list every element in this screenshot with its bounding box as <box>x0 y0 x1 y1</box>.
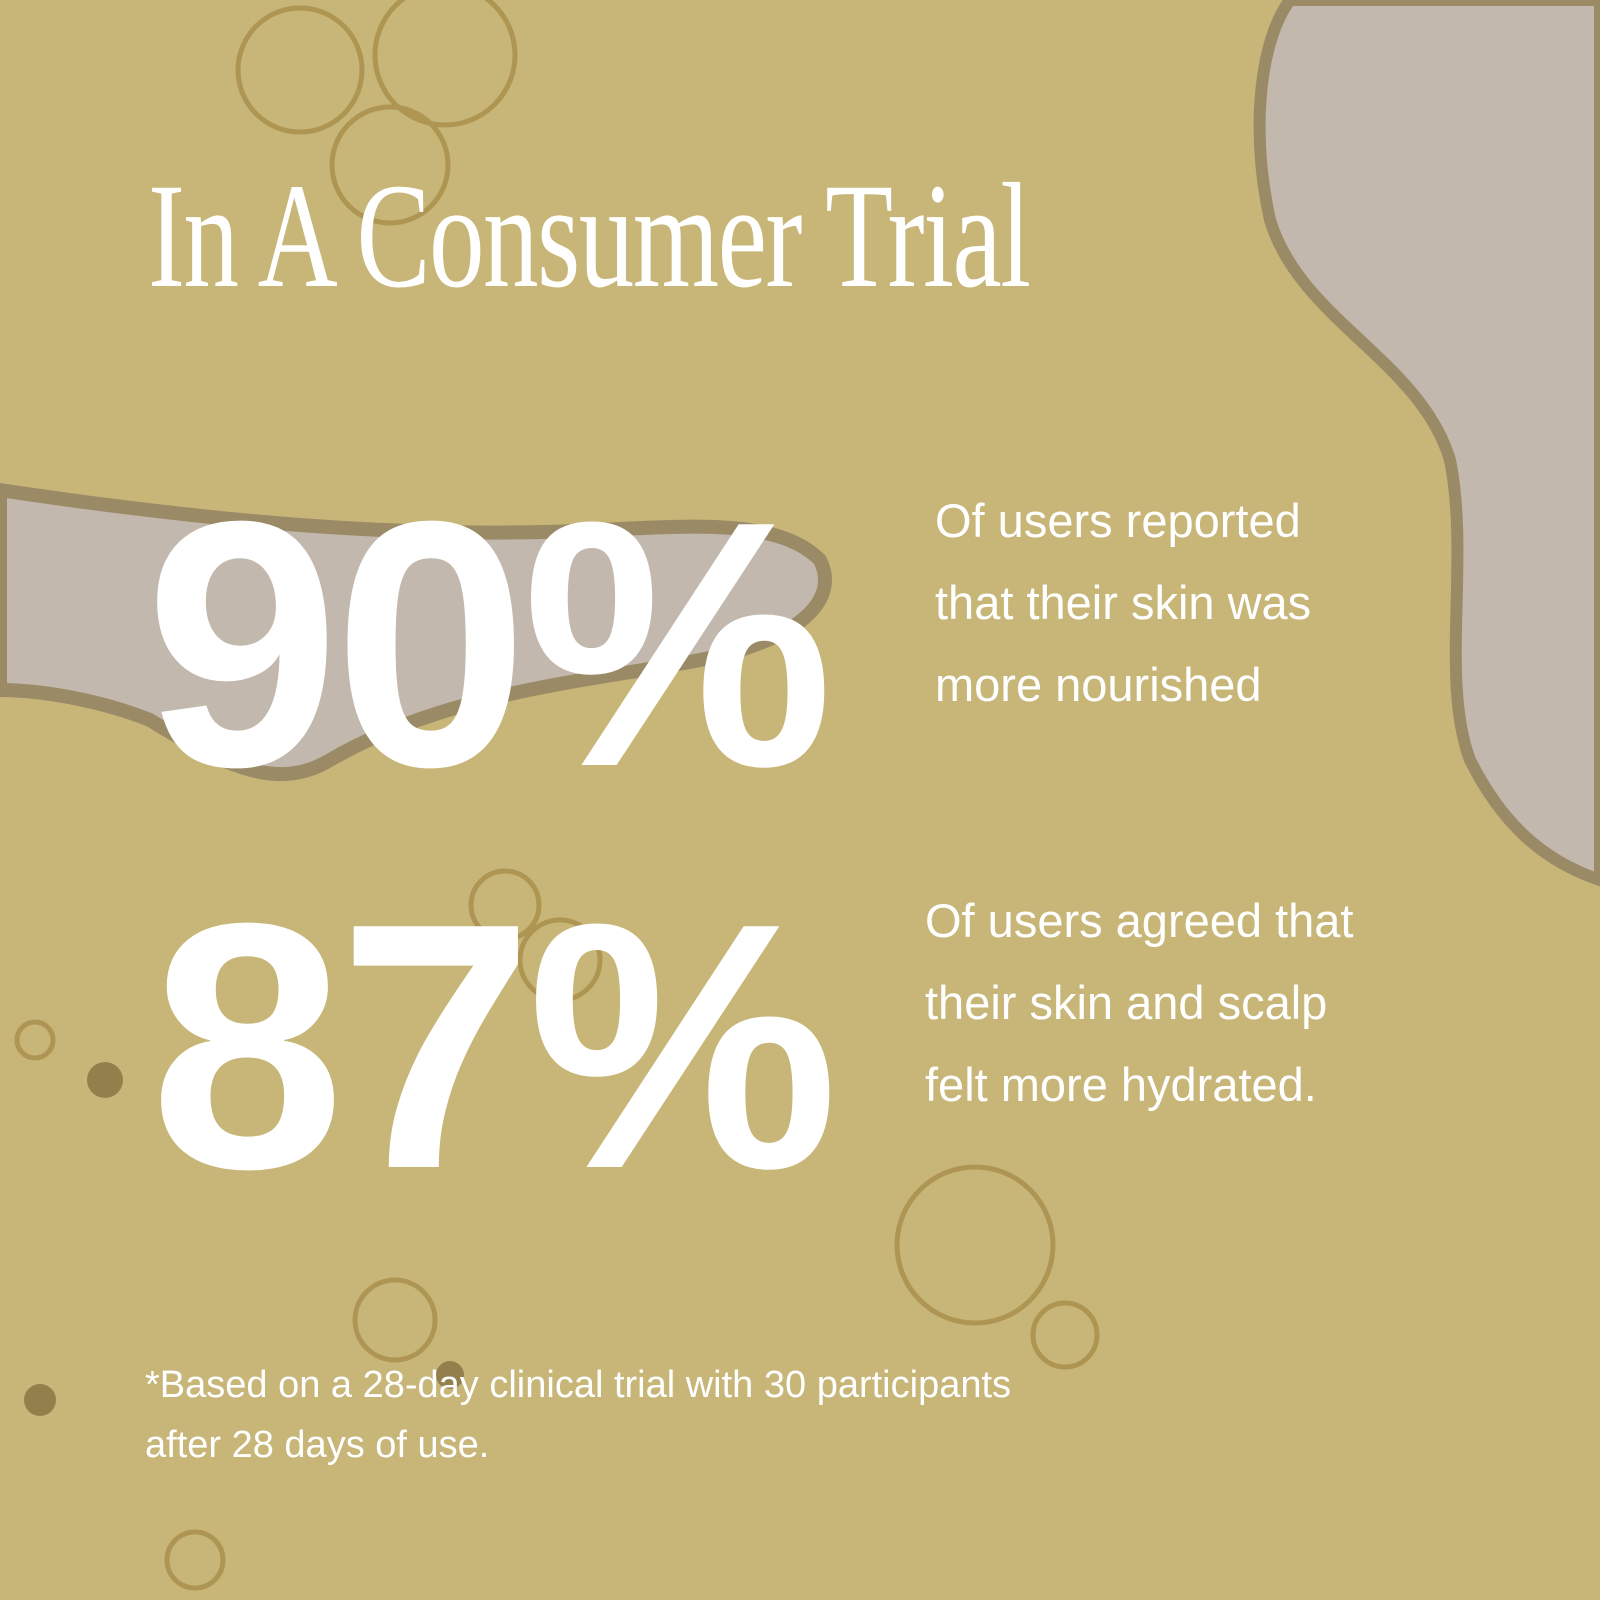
description-line: that their skin was <box>935 576 1312 629</box>
stat-90-value: 90% <box>145 449 834 840</box>
stat-87-value: 87% <box>150 851 839 1242</box>
description-line: felt more hydrated. <box>925 1058 1317 1111</box>
footnote-line: *Based on a 28-day clinical trial with 3… <box>145 1364 1012 1406</box>
footnote-line: after 28 days of use. <box>145 1424 490 1466</box>
description-line: more nourished <box>935 658 1262 711</box>
footnote: *Based on a 28-day clinical trial with 3… <box>145 1355 1011 1475</box>
description-line: Of users agreed that <box>925 894 1354 947</box>
description-line: Of users reported <box>935 494 1301 547</box>
description-line: their skin and scalp <box>925 976 1328 1029</box>
stat-87-description: Of users agreed that their skin and scal… <box>925 880 1353 1126</box>
stat-90-description: Of users reported that their skin was mo… <box>935 480 1311 726</box>
page-title: In A Consumer Trial <box>148 153 1031 319</box>
